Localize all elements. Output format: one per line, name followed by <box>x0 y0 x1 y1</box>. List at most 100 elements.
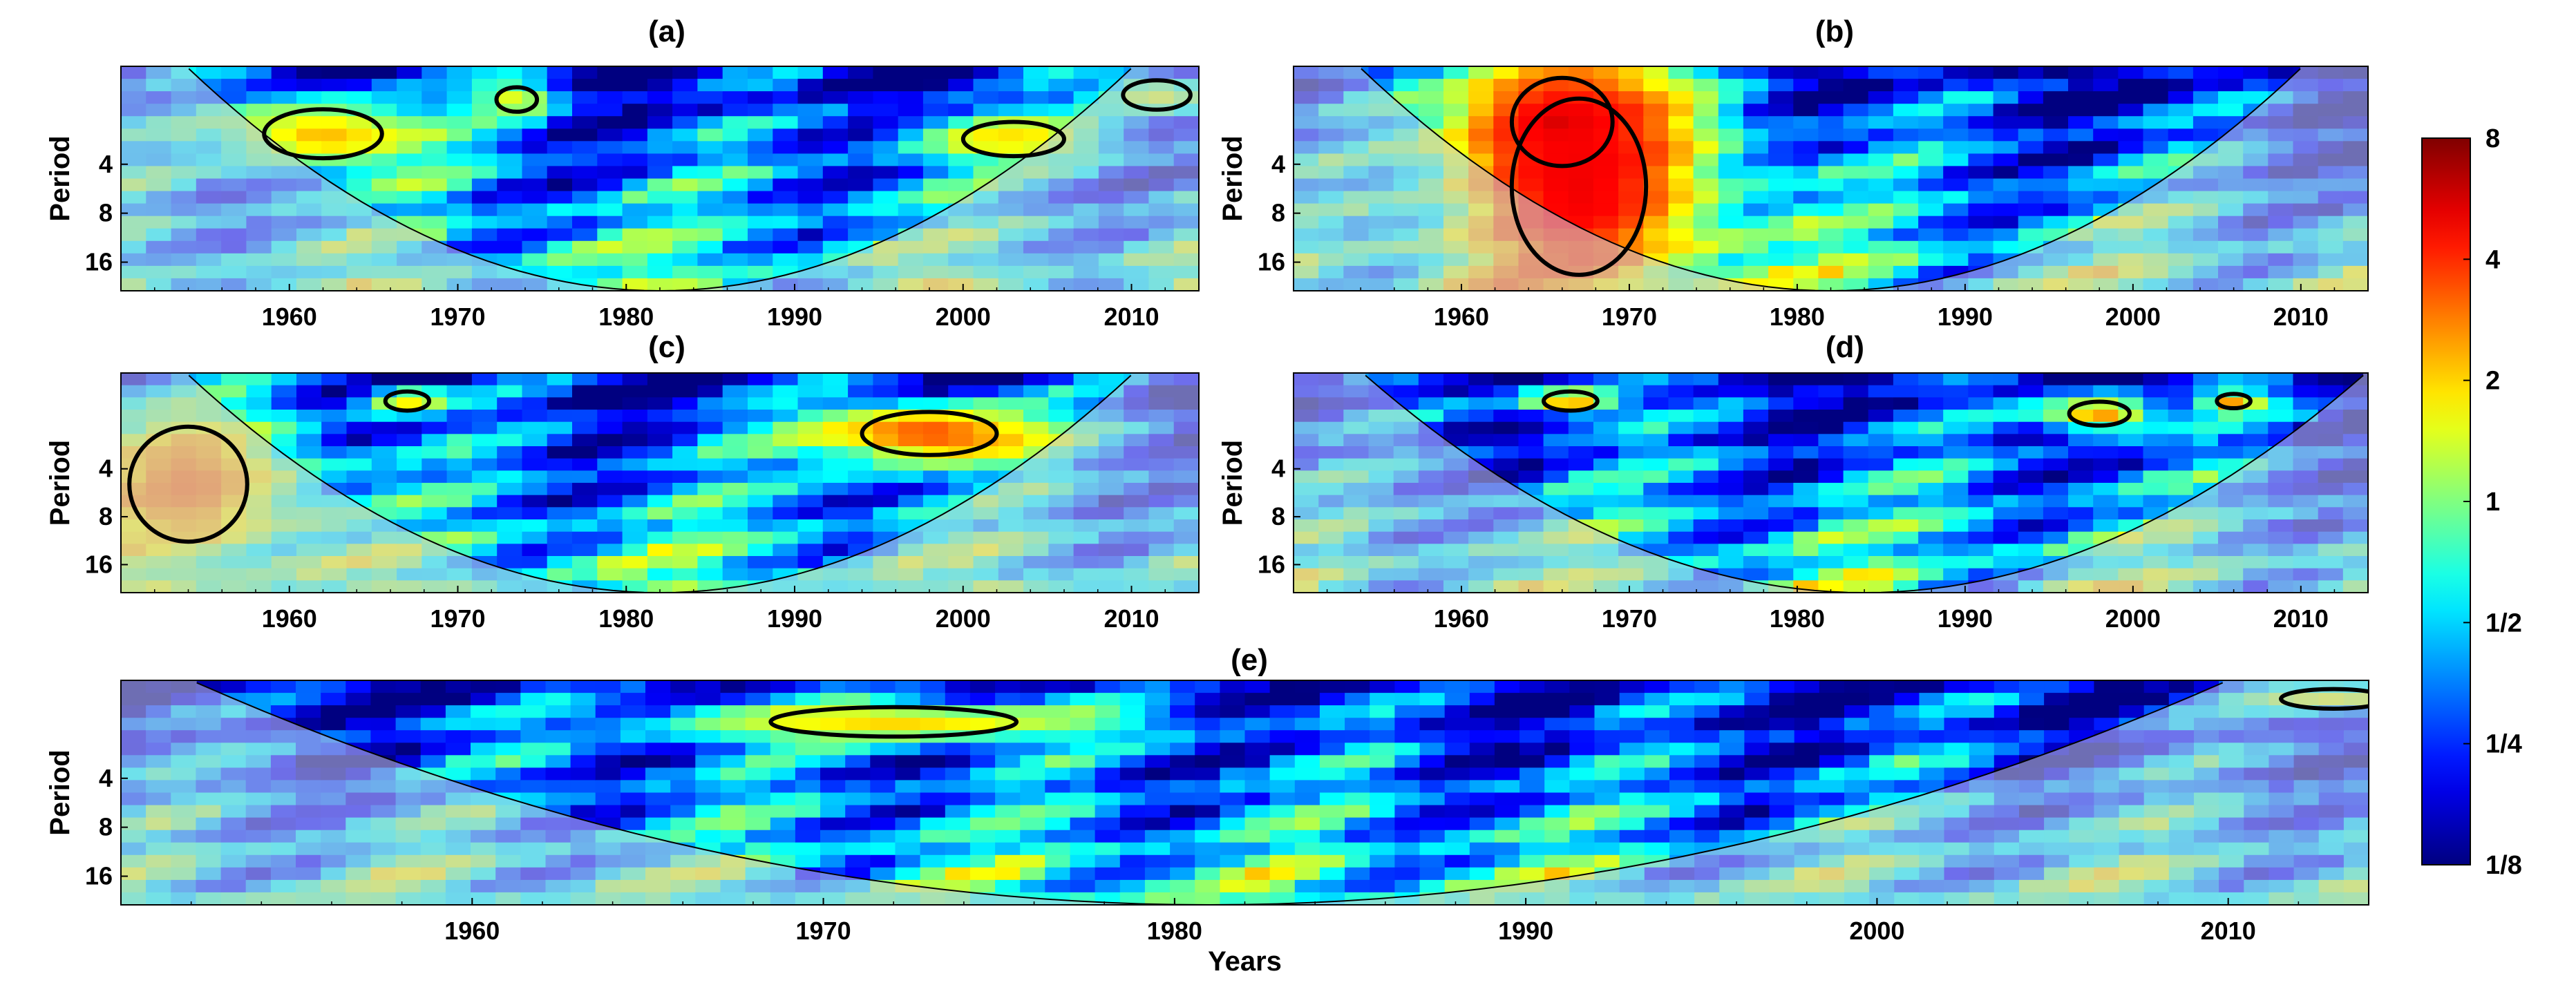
panel-d-coi-shade <box>1294 373 2368 593</box>
panel-b-ytick-label: 8 <box>1271 199 1285 227</box>
panel-a-ytick-label: 16 <box>85 248 113 276</box>
panel-c-significance-contour <box>383 389 432 413</box>
panel-a-title: (a) <box>648 15 685 48</box>
panel-a-xtick-label: 1960 <box>262 303 317 331</box>
panel-e-title: (e) <box>1231 643 1268 677</box>
colorbar-tick-label: 4 <box>2485 245 2500 274</box>
colorbar-gradient <box>2421 137 2471 865</box>
panel-d-title: (d) <box>1826 330 1864 364</box>
panel-d-xtick-label: 1970 <box>1602 604 1657 633</box>
panel-c-coi-shade <box>121 373 1199 593</box>
panel-d-xtick-label: 1960 <box>1434 604 1489 633</box>
panel-d-significance-contour <box>2067 399 2132 428</box>
panel-c-xtick-label: 2010 <box>1104 604 1159 633</box>
panel-e-significance-contour <box>768 705 1019 739</box>
panel-b-xtick-label: 2000 <box>2105 303 2161 331</box>
panel-c: (c) 1960 1970 1980 1990 2000 2010 4 8 16 Period <box>45 330 1200 633</box>
panel-d-xtick-label: 2000 <box>2105 604 2161 633</box>
colorbar-tick-label: 8 <box>2485 124 2500 153</box>
panel-b-xtick-label: 1990 <box>1938 303 1993 331</box>
panel-e-xtick-label: 1960 <box>444 917 500 945</box>
panel-e-xtick-label: 1970 <box>796 917 851 945</box>
panel-c-xtick-label: 1990 <box>767 604 822 633</box>
panel-e-xtick-label: 2010 <box>2201 917 2256 945</box>
panel-c-ylabel: Period <box>45 440 75 526</box>
panel-a-significance-contour <box>1121 78 1193 112</box>
panel-e-significance-contour <box>2279 687 2369 711</box>
panel-d-ytick-label: 16 <box>1258 550 1285 578</box>
panel-d-power-field <box>1294 373 2368 593</box>
panel-a-xtick-label: 1980 <box>598 303 654 331</box>
panel-d: (d) 1960 1970 1980 1990 2000 2010 4 8 16 Period <box>1218 330 2369 633</box>
panel-a-xtick-label: 2010 <box>1104 303 1159 331</box>
panel-b-title: (b) <box>1815 15 1854 48</box>
panel-c-ytick-label: 4 <box>99 454 113 483</box>
panel-e-power-field <box>121 680 2369 905</box>
panel-e-ytick-label: 16 <box>85 862 113 890</box>
panel-a-ytick-label: 8 <box>99 199 113 227</box>
panel-d-ytick-label: 4 <box>1271 454 1285 483</box>
panel-c-xtick-label: 1980 <box>598 604 654 633</box>
panel-d-coi-line <box>1365 374 2364 593</box>
panel-b-ytick-label: 16 <box>1258 248 1285 276</box>
panel-e-xtick-label: 2000 <box>1849 917 1904 945</box>
panel-b-xtick-label: 1970 <box>1602 303 1657 331</box>
panel-d-xtick-label: 1980 <box>1770 604 1825 633</box>
panel-e-ytick-label: 4 <box>99 764 113 792</box>
panel-e-xtick-label: 1980 <box>1147 917 1202 945</box>
panel-e-ylabel: Period <box>45 749 75 835</box>
panel-e-xlabel: Years <box>1208 946 1282 977</box>
panel-e-coi-shade <box>121 680 2369 905</box>
colorbar-tick-label: 1/4 <box>2485 730 2522 759</box>
panel-a-significance-contour <box>494 85 540 114</box>
panel-d-xtick-label: 1990 <box>1938 604 1993 633</box>
panel-d-ytick-label: 8 <box>1271 502 1285 530</box>
colorbar-tick-label: 1/8 <box>2485 851 2522 880</box>
panel-a: (a) 1960 1970 1980 1990 2000 2010 4 8 16 Period <box>45 15 1200 331</box>
panel-c-ytick-label: 16 <box>85 550 113 578</box>
panel-a-coi-line <box>188 68 1132 291</box>
panel-c-ytick-label: 8 <box>99 502 113 530</box>
panel-a-xtick-label: 1970 <box>430 303 485 331</box>
panel-b-power-field <box>1294 66 2368 291</box>
panel-a-ylabel: Period <box>45 135 75 221</box>
colorbar-tick-label: 2 <box>2485 367 2500 396</box>
panel-c-significance-contour <box>860 410 999 457</box>
panel-b-xtick-label: 1980 <box>1770 303 1825 331</box>
panel-d-xtick-label: 2010 <box>2273 604 2329 633</box>
panel-d-significance-contour <box>1542 389 1600 413</box>
panel-b-significance-contour <box>1509 96 1649 277</box>
panel-a-ytick-label: 4 <box>99 150 113 178</box>
panel-a-coi-shade <box>121 66 1199 291</box>
panel-e-coi-line <box>196 682 2224 905</box>
panel-b-ytick-label: 4 <box>1271 150 1285 178</box>
panel-b-coi-shade <box>1294 66 2368 291</box>
panel-c-xtick-label: 1970 <box>430 604 485 633</box>
colorbar: 8 4 2 1 1/2 1/4 1/8 <box>2421 124 2522 880</box>
panel-c-significance-contour <box>127 424 249 544</box>
panel-b-xtick-label: 1960 <box>1434 303 1489 331</box>
panel-b: (b) 1960 1970 1980 1990 2000 2010 4 8 16 Period <box>1218 15 2369 331</box>
panel-a-xtick-label: 1990 <box>767 303 822 331</box>
colorbar-tick-label: 1 <box>2485 488 2500 517</box>
colorbar-tick-label: 1/2 <box>2485 609 2522 638</box>
panel-c-xtick-label: 1960 <box>262 604 317 633</box>
panel-e-ytick-label: 8 <box>99 813 113 841</box>
panel-c-title: (c) <box>648 330 685 364</box>
panel-b-ylabel: Period <box>1218 135 1248 221</box>
panel-d-ylabel: Period <box>1218 440 1248 526</box>
panel-a-xtick-label: 2000 <box>936 303 991 331</box>
panel-b-coi-line <box>1361 68 2301 291</box>
panel-a-significance-contour <box>960 119 1067 159</box>
panel-c-coi-line <box>188 374 1132 593</box>
panel-b-significance-contour <box>1509 75 1615 169</box>
panel-c-xtick-label: 2000 <box>936 604 991 633</box>
panel-a-significance-contour <box>262 107 384 161</box>
panel-e: (e) 1960 1970 1980 1990 2000 2010 4 8 16 Period Ye… <box>45 643 2369 977</box>
panel-c-power-field <box>121 373 1199 593</box>
panel-a-power-field <box>121 66 1199 291</box>
panel-d-significance-contour <box>2215 392 2253 410</box>
panel-b-xtick-label: 2010 <box>2273 303 2329 331</box>
panel-e-xtick-label: 1990 <box>1498 917 1553 945</box>
